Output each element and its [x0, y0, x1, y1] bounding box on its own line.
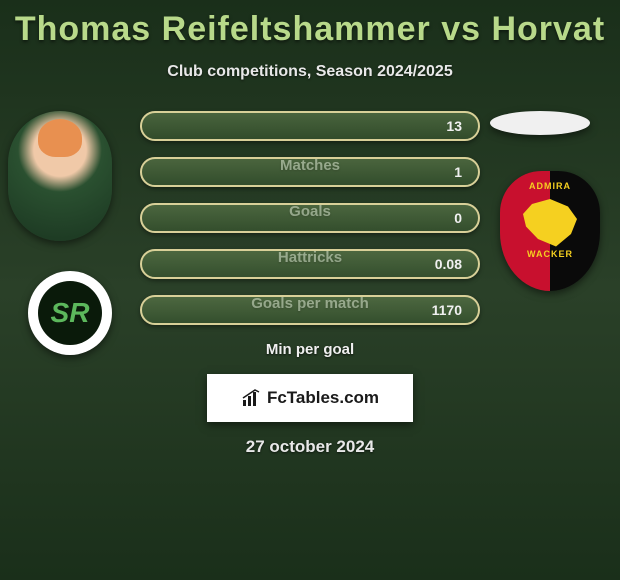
stat-right-value: 1170	[422, 302, 462, 318]
stat-right-value: 0.08	[422, 256, 462, 272]
stat-right-value: 1	[422, 164, 462, 180]
stat-right-value: 0	[422, 210, 462, 226]
club-left-badge-text: SR	[38, 281, 102, 345]
stat-row: 0.08 Goals per match	[140, 249, 480, 279]
stat-row: 0 Hattricks	[140, 203, 480, 233]
stats-column: 13 Matches 1 Goals 0 Hattricks 0.08 Goal…	[140, 111, 480, 341]
stat-row: 1170 Min per goal	[140, 295, 480, 325]
fctables-logo-text: FcTables.com	[267, 388, 379, 408]
page-title: Thomas Reifeltshammer vs Horvat	[0, 0, 620, 49]
player-left-avatar	[8, 111, 112, 241]
page-subtitle: Club competitions, Season 2024/2025	[0, 63, 620, 81]
stat-row: 13 Matches	[140, 111, 480, 141]
club-right-badge: ADMIRA WACKER	[500, 171, 600, 291]
footer-date: 27 october 2024	[246, 437, 375, 457]
stat-right-value: 13	[422, 118, 462, 134]
club-right-badge-top-text: ADMIRA	[529, 181, 571, 191]
fctables-logo[interactable]: FcTables.com	[207, 374, 413, 422]
player-right-avatar-placeholder	[490, 111, 590, 135]
stat-row: 1 Goals	[140, 157, 480, 187]
chart-icon	[241, 388, 261, 408]
dragon-icon	[520, 199, 580, 249]
club-left-badge: SR	[28, 271, 112, 355]
club-right-badge-bottom-text: WACKER	[527, 249, 573, 259]
stat-label: Min per goal	[266, 341, 354, 358]
